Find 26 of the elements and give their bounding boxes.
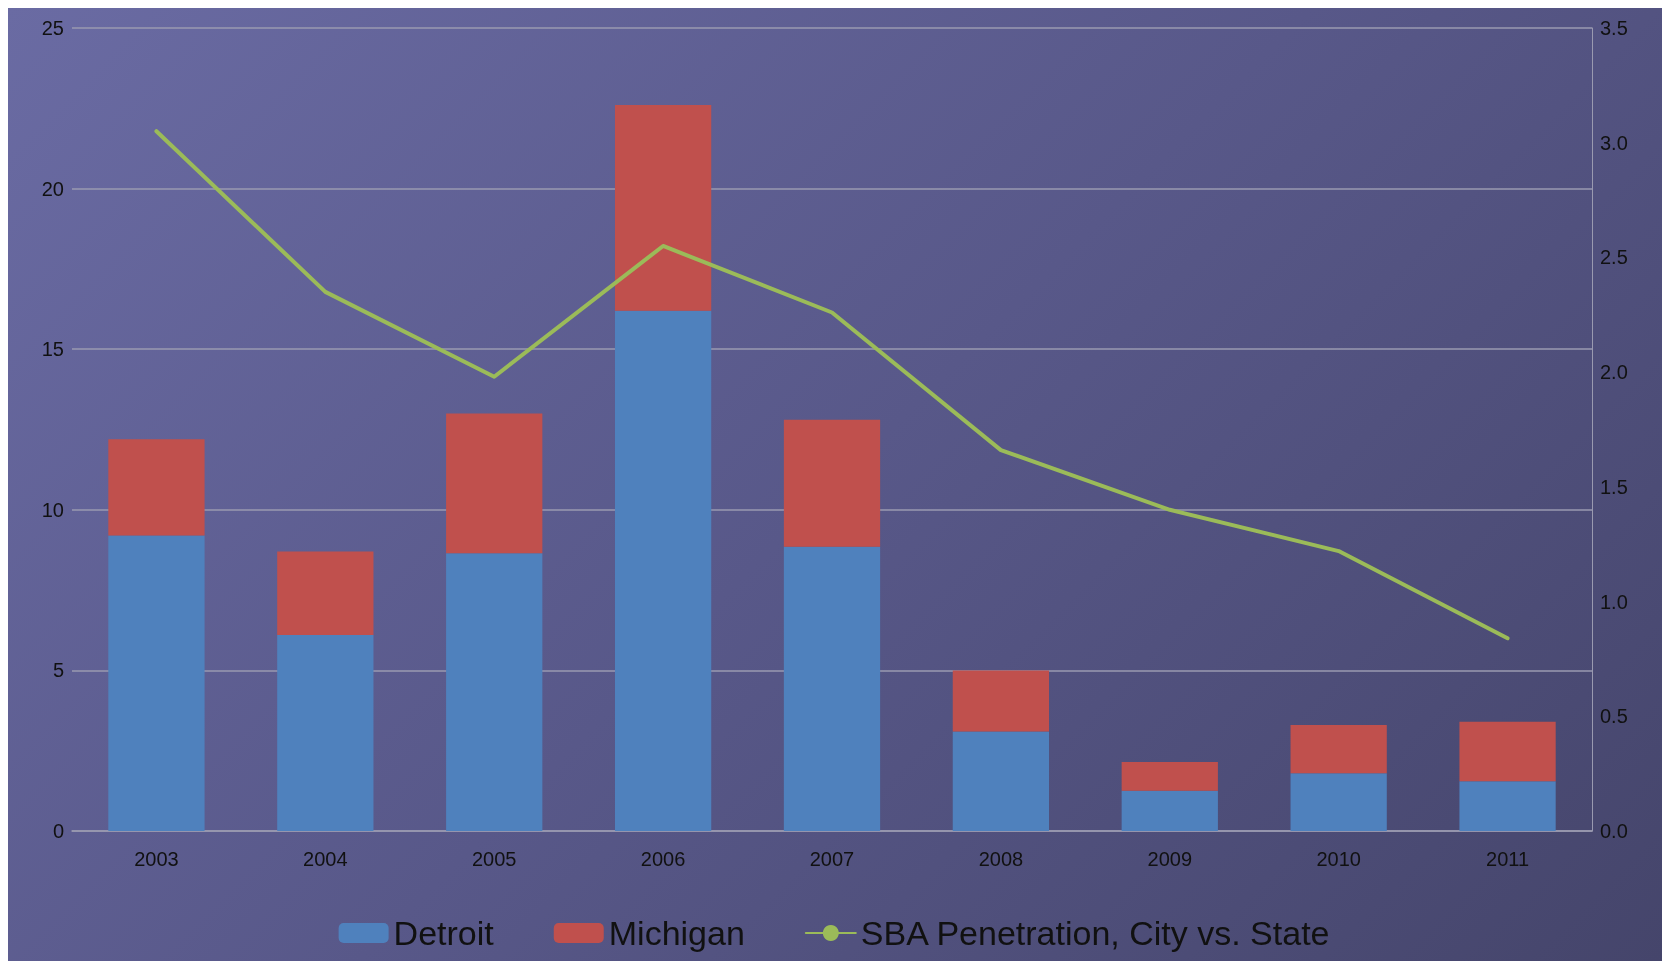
y2-tick-label: 2.5 — [1600, 246, 1628, 269]
y2-tick-label: 0.0 — [1600, 820, 1628, 842]
y-tick-label: 20 — [41, 177, 64, 200]
y-tick-label: 5 — [52, 659, 64, 682]
legend-label: SBA Penetration, City vs. State — [860, 914, 1330, 952]
x-tick-label: 2011 — [1486, 848, 1530, 870]
x-tick-label: 2005 — [471, 848, 517, 870]
x-tick-label: 2008 — [978, 848, 1024, 870]
y2-tick-label: 2.0 — [1600, 361, 1628, 384]
x-tick-label: 2003 — [134, 848, 179, 870]
y-tick-label: 25 — [41, 17, 64, 39]
y-tick-label: 15 — [41, 338, 64, 361]
x-tick-label: 2006 — [640, 848, 686, 870]
y2-tick-label: 3.0 — [1600, 131, 1628, 154]
y2-tick-label: 1.5 — [1600, 475, 1628, 498]
y-tick-label: 10 — [41, 498, 64, 521]
x-tick-label: 2007 — [809, 848, 855, 870]
x-tick-label: 2010 — [1316, 848, 1361, 870]
y2-tick-label: 3.5 — [1600, 17, 1628, 39]
y2-tick-label: 1.0 — [1600, 590, 1628, 613]
legend-label: Michigan — [608, 914, 745, 952]
y2-tick-label: 0.5 — [1600, 705, 1628, 728]
x-tick-label: 2009 — [1147, 848, 1193, 870]
y-tick-label: 0 — [52, 820, 64, 842]
legend-label: Detroit — [393, 914, 495, 952]
x-tick-label: 2004 — [303, 848, 348, 870]
